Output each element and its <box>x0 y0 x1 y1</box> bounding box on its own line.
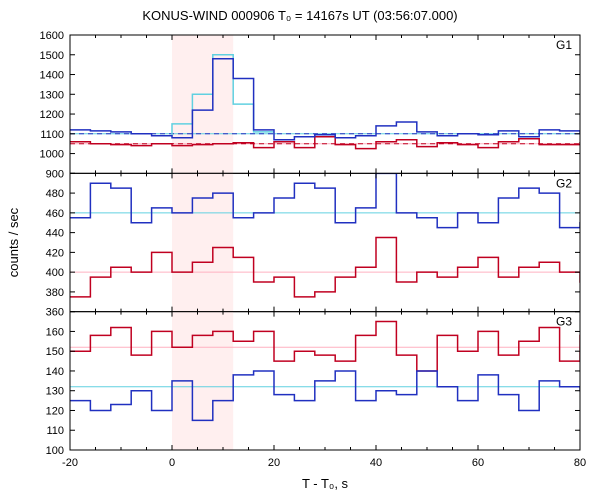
chart-title: KONUS-WIND 000906 T₀ = 14167s UT (03:56:… <box>142 8 457 23</box>
chart-svg: KONUS-WIND 000906 T₀ = 14167s UT (03:56:… <box>0 0 600 500</box>
y-tick-label: 440 <box>46 228 64 240</box>
y-tick-label: 360 <box>46 307 64 319</box>
panel-border <box>70 35 580 173</box>
y-tick-label: 130 <box>46 386 64 398</box>
y-tick-label: 900 <box>46 168 64 180</box>
series-blue <box>70 173 600 227</box>
series-blue <box>70 371 600 420</box>
y-tick-label: 160 <box>46 326 64 338</box>
y-tick-label: 1500 <box>40 50 64 62</box>
y-tick-label: 120 <box>46 405 64 417</box>
series-blue <box>70 59 600 140</box>
y-tick-label: 100 <box>46 445 64 457</box>
y-axis-label: counts / sec <box>6 207 21 277</box>
chart-container: KONUS-WIND 000906 T₀ = 14167s UT (03:56:… <box>0 0 600 500</box>
y-tick-label: 1600 <box>40 30 64 42</box>
y-tick-label: 140 <box>46 366 64 378</box>
series-red <box>70 238 600 297</box>
y-tick-label: 1300 <box>40 89 64 101</box>
y-tick-label: 420 <box>46 247 64 259</box>
highlight-band <box>172 35 233 173</box>
series-red <box>70 322 600 371</box>
panel-label: G1 <box>556 38 572 52</box>
y-tick-label: 380 <box>46 287 64 299</box>
y-tick-label: 1400 <box>40 70 64 82</box>
highlight-band <box>172 173 233 311</box>
x-tick-label: 0 <box>169 457 175 469</box>
y-tick-label: 460 <box>46 208 64 220</box>
panel-G2: 360 380 400 420 440 460 480 G2 <box>46 173 600 318</box>
y-tick-label: 150 <box>46 346 64 358</box>
panel-G1: 900 1000 1100 1200 1300 1400 1500 1600 G1 <box>40 30 600 180</box>
panel-G3: 100 110 120 130 140 150 160 -20 0 20 40 60 80 G3 <box>46 312 600 469</box>
x-tick-label: 60 <box>472 457 484 469</box>
panel-label: G2 <box>556 176 572 190</box>
y-tick-label: 480 <box>46 188 64 200</box>
y-tick-label: 1000 <box>40 149 64 161</box>
x-tick-label: 40 <box>370 457 382 469</box>
series-red <box>70 137 600 149</box>
x-tick-label: 80 <box>574 457 586 469</box>
y-tick-label: 110 <box>46 425 64 437</box>
x-tick-label: -20 <box>62 457 78 469</box>
panel-border <box>70 173 580 311</box>
panel-label: G3 <box>556 315 572 329</box>
x-tick-label: 20 <box>268 457 280 469</box>
x-axis-label: T - T₀, s <box>302 476 349 491</box>
y-tick-label: 1100 <box>40 129 64 141</box>
y-tick-label: 400 <box>46 267 64 279</box>
y-tick-label: 1200 <box>40 109 64 121</box>
